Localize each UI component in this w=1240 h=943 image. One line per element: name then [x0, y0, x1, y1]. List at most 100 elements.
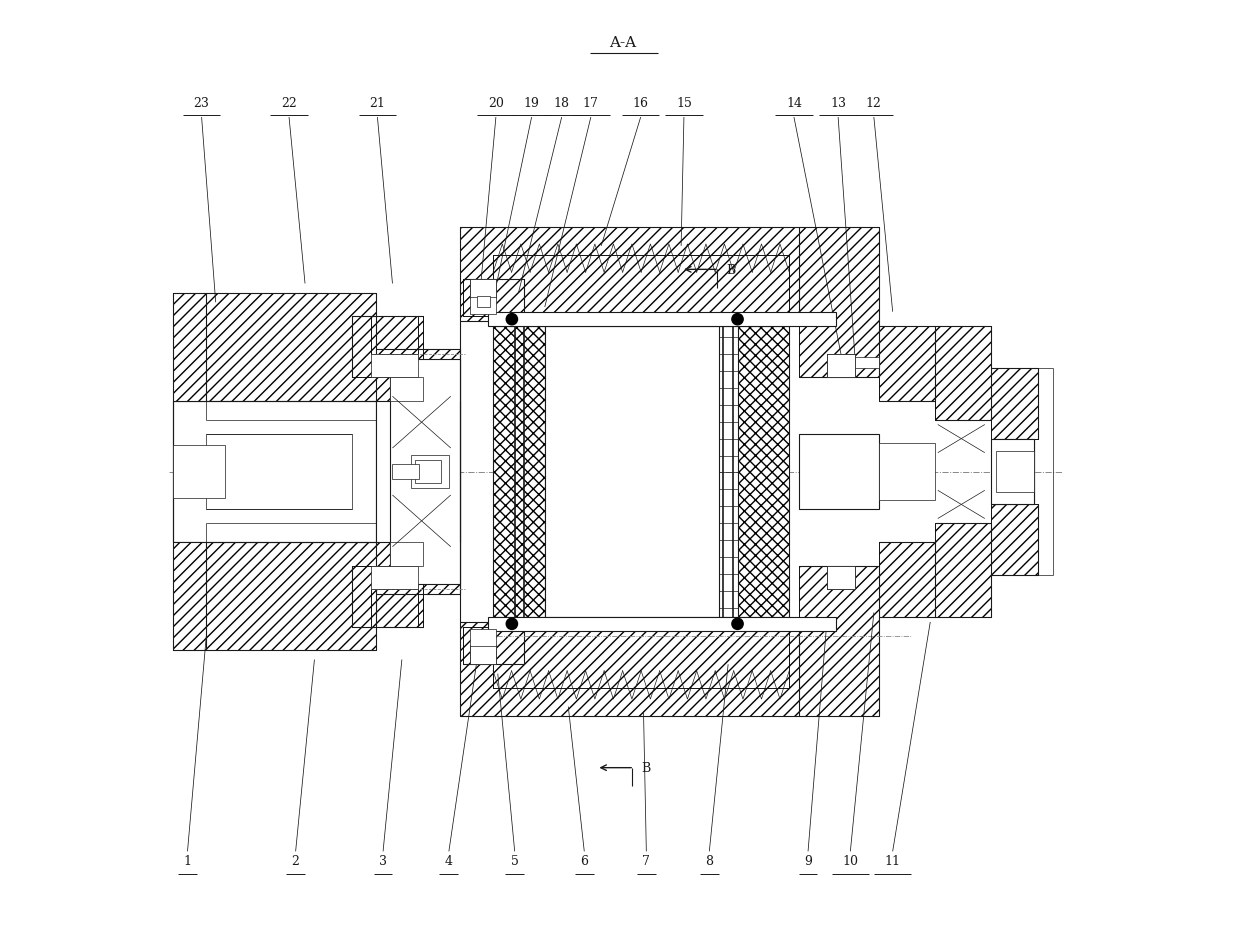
Bar [827, 354, 856, 377]
Bar [935, 325, 992, 420]
Text: 5: 5 [511, 855, 518, 869]
Text: 6: 6 [580, 855, 588, 869]
Text: 11: 11 [884, 855, 900, 869]
Circle shape [506, 313, 517, 324]
Bar [371, 354, 418, 377]
Text: B: B [641, 762, 651, 775]
Bar [352, 566, 423, 627]
Bar [371, 589, 418, 627]
Bar [470, 645, 496, 664]
Text: 4: 4 [445, 855, 453, 869]
Bar [174, 542, 206, 650]
Bar [935, 325, 992, 420]
Bar [174, 293, 206, 401]
Bar [470, 645, 496, 664]
Bar [827, 354, 856, 377]
Bar [799, 566, 879, 716]
Bar [477, 296, 490, 307]
Bar [463, 279, 525, 316]
Text: 23: 23 [193, 96, 210, 109]
Text: 1: 1 [184, 855, 191, 869]
Bar [371, 316, 418, 354]
Bar [992, 368, 1038, 438]
Text: 3: 3 [379, 855, 387, 869]
Bar [494, 256, 789, 316]
Bar [174, 542, 206, 650]
Bar [460, 227, 799, 321]
Bar [206, 434, 352, 509]
Bar [174, 293, 206, 401]
Bar [371, 589, 418, 627]
Bar [470, 279, 496, 298]
Bar [174, 445, 226, 498]
Bar [174, 293, 376, 401]
Bar [470, 645, 496, 664]
Text: A-A: A-A [609, 36, 636, 50]
Bar [827, 354, 856, 377]
Text: 13: 13 [830, 96, 846, 109]
Text: 12: 12 [866, 96, 882, 109]
Bar [879, 542, 935, 618]
Text: 16: 16 [632, 96, 649, 109]
Text: 10: 10 [842, 855, 858, 869]
Bar [935, 523, 992, 618]
Text: 17: 17 [583, 96, 599, 109]
Bar [494, 627, 789, 687]
Circle shape [506, 619, 517, 630]
Bar [463, 627, 525, 664]
Text: 19: 19 [523, 96, 539, 109]
Bar [827, 566, 856, 589]
Text: 20: 20 [489, 96, 503, 109]
Bar [879, 542, 935, 618]
Circle shape [732, 313, 743, 324]
Text: 7: 7 [642, 855, 650, 869]
Bar [494, 325, 544, 618]
Bar [460, 622, 799, 716]
Bar [376, 349, 460, 401]
Bar [174, 293, 376, 401]
Bar [935, 523, 992, 618]
Bar [412, 455, 449, 488]
Bar [827, 566, 856, 589]
Bar [879, 325, 935, 401]
Bar [352, 316, 423, 377]
Bar [489, 618, 836, 631]
Bar [879, 325, 935, 401]
Bar [460, 227, 799, 321]
Text: 14: 14 [786, 96, 802, 109]
Bar [827, 566, 856, 589]
Bar [494, 325, 544, 618]
Text: 2: 2 [291, 855, 300, 869]
Bar [389, 358, 460, 585]
Bar [352, 566, 423, 627]
Bar [494, 256, 789, 316]
Text: 9: 9 [804, 855, 812, 869]
Bar [996, 451, 1034, 492]
Bar [470, 279, 496, 298]
Bar [799, 434, 879, 509]
Bar [371, 316, 418, 354]
Bar [376, 542, 460, 594]
Bar [470, 630, 496, 646]
Bar [856, 356, 879, 368]
Bar [544, 325, 719, 618]
Bar [879, 443, 935, 500]
Bar [494, 627, 789, 687]
Bar [799, 227, 879, 377]
Text: 21: 21 [370, 96, 386, 109]
Bar [352, 316, 423, 377]
Bar [992, 505, 1038, 575]
Bar [799, 227, 879, 377]
Bar [460, 622, 799, 716]
Text: 18: 18 [554, 96, 569, 109]
Text: 22: 22 [281, 96, 296, 109]
Text: B: B [727, 264, 735, 277]
Bar [738, 325, 789, 618]
Bar [992, 505, 1038, 575]
Bar [376, 401, 460, 542]
Bar [470, 279, 496, 298]
Bar [463, 627, 525, 664]
Bar [376, 542, 460, 594]
Text: 15: 15 [676, 96, 692, 109]
Bar [371, 566, 418, 589]
